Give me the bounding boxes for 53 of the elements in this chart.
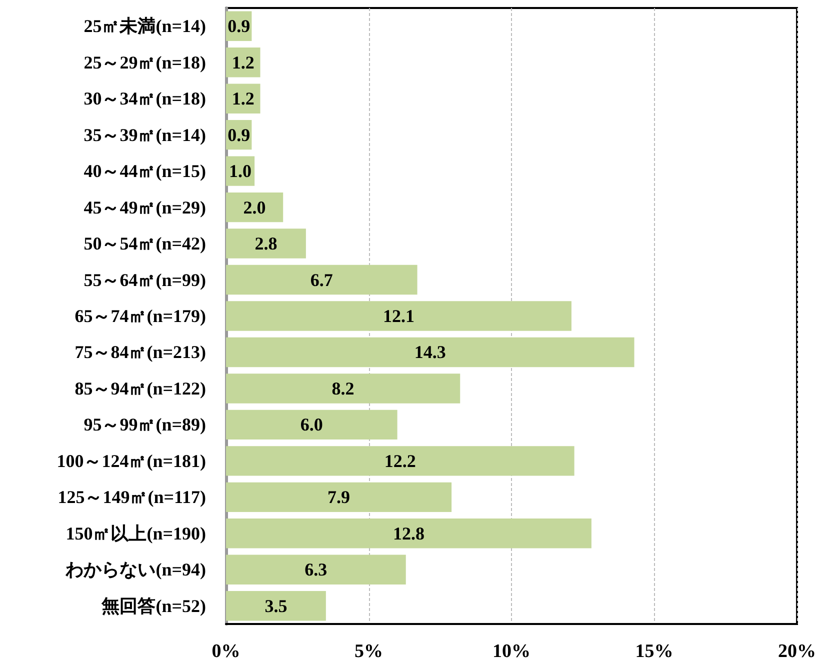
y-tick-label: 30～34㎡(n=18) [84,88,206,109]
data-label: 12.2 [384,450,416,471]
data-label: 12.8 [392,523,424,544]
data-label: 0.9 [228,124,250,145]
bar [226,228,306,258]
bar [226,264,418,295]
y-tick-label: 45～49㎡(n=29) [84,197,206,218]
bar [226,192,284,222]
data-label: 12.1 [382,306,414,326]
bar [226,482,452,512]
bar [226,47,260,78]
y-tick-label: 75～84㎡(n=213) [74,342,206,362]
y-tick-label: 35～39㎡(n=14) [84,124,206,145]
y-tick-label: 125～149㎡(n=117) [58,487,206,508]
bar [226,301,572,331]
x-tick-label: 0% [212,641,240,662]
data-label: 1.2 [232,52,254,72]
data-label: 0.9 [228,16,250,36]
bar [226,410,398,440]
data-label: 2.0 [243,197,266,218]
y-tick-label: 25～29㎡(n=18) [84,52,206,72]
data-label: 1.2 [232,88,254,109]
data-label: 7.9 [328,487,350,508]
data-label: 3.5 [264,596,288,616]
data-label: 2.8 [254,234,278,254]
data-label: 6.3 [304,560,328,580]
y-tick-label: 85～94㎡(n=122) [74,378,206,398]
y-tick-label: 65～74㎡(n=179) [74,306,206,326]
y-tick-label: 150㎡以上(n=190) [66,523,206,544]
y-tick-label: 50～54㎡(n=42) [84,234,206,254]
data-label: 6.7 [310,270,333,290]
y-tick-label: 25㎡未満(n=14) [84,16,206,36]
y-tick-label: 40～44㎡(n=15) [84,161,206,182]
y-tick-label: 55～64㎡(n=99) [84,270,206,290]
data-label: 8.2 [332,378,354,398]
bar [226,84,260,114]
y-tick-label: 95～99㎡(n=89) [84,414,206,435]
x-tick-label: 20% [778,641,816,662]
bar [226,446,574,476]
x-tick-label: 10% [492,641,530,662]
data-label: 14.3 [414,342,446,362]
x-tick-label: 5% [354,641,383,662]
y-tick-label: 無回答(n=52) [100,596,206,616]
data-label: 6.0 [300,414,323,435]
data-label: 1.0 [229,161,252,182]
y-tick-label: わからない(n=94) [64,560,206,580]
bar [226,337,634,368]
x-tick-label: 15% [635,641,674,662]
y-tick-label: 100～124㎡(n=181) [56,450,206,471]
bar [226,374,460,404]
bar [226,591,326,621]
bar [226,554,406,585]
bar [226,518,592,548]
